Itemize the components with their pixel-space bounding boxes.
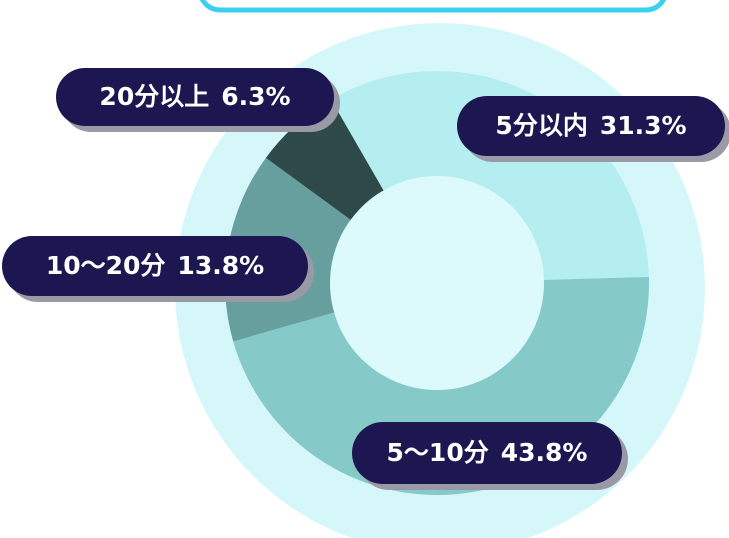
label: 5分以内 31.3% xyxy=(495,111,686,140)
label-pill xyxy=(457,96,725,156)
label-pill xyxy=(2,236,308,296)
category-label: 5分以内 xyxy=(495,111,587,140)
label: 20分以上 6.3% xyxy=(99,82,290,111)
label: 5～10分 43.8% xyxy=(387,438,588,467)
value-label: 43.8% xyxy=(501,438,588,467)
category-label: 10～20分 xyxy=(46,251,166,280)
label-pill xyxy=(352,422,622,484)
labels: 5分以内 31.3% 5～10分 43.8% 10～20分 13.8% 20分以上 6.3% xyxy=(2,68,729,490)
value-label: 6.3% xyxy=(221,82,290,111)
category-label: 5～10分 xyxy=(387,438,489,467)
category-label: 20分以上 xyxy=(99,82,209,111)
value-label: 13.8% xyxy=(177,251,264,280)
label: 10～20分 13.8% xyxy=(46,251,264,280)
value-label: 31.3% xyxy=(600,111,687,140)
donut-hole xyxy=(330,176,544,390)
label-pill xyxy=(56,68,334,126)
header-pill xyxy=(199,0,667,13)
